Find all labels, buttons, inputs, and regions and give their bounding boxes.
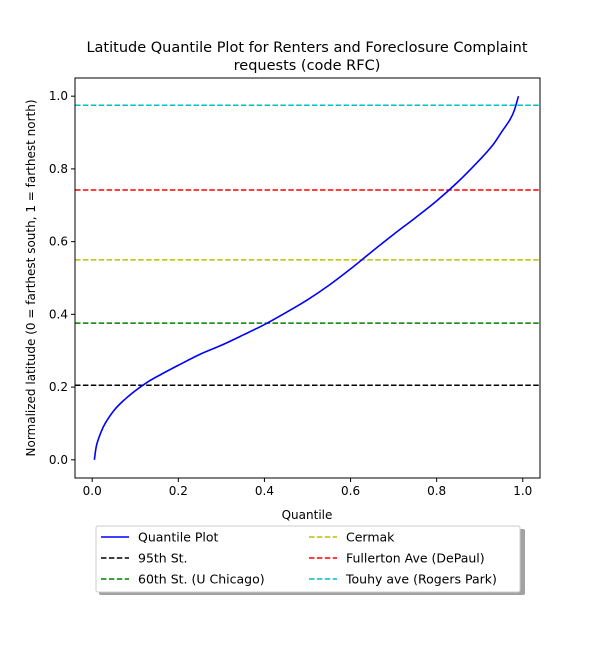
legend: Quantile Plot 95th St. 60th St. (U Chicago…: [95, 525, 525, 595]
legend-box: [95, 525, 521, 593]
x-tick-label: 0.2: [169, 484, 188, 498]
y-tick-label: 0.4: [49, 307, 68, 321]
y-tick-label: 0.8: [49, 162, 68, 176]
legend-label-60th-st-u-chicago: 60th St. (U Chicago): [138, 572, 265, 587]
y-tick-label: 0.0: [49, 453, 68, 467]
legend-label-cermak: Cermak: [346, 530, 395, 545]
legend-label-95th-st: 95th St.: [138, 551, 188, 566]
y-axis-label: Normalized latitude (0 = farthest south,…: [24, 100, 38, 457]
chart-title-line-2: requests (code RFC): [234, 58, 381, 74]
x-tick-label: 1.0: [513, 484, 532, 498]
x-tick-label: 0.6: [341, 484, 360, 498]
y-tick-label: 1.0: [49, 89, 68, 103]
legend-label-quantile-plot: Quantile Plot: [138, 530, 219, 545]
y-axis: 0.0 0.2 0.4 0.6 0.8 1.0: [49, 89, 75, 467]
x-axis-label: Quantile: [282, 508, 333, 522]
legend-label-fullerton-ave-depaul: Fullerton Ave (DePaul): [346, 551, 485, 566]
series-layer: [93, 95, 520, 460]
x-tick-label: 0.0: [83, 484, 102, 498]
x-axis: 0.0 0.2 0.4 0.6 0.8 1.0: [83, 478, 532, 498]
x-tick-label: 0.8: [427, 484, 446, 498]
chart-title-line-1: Latitude Quantile Plot for Renters and F…: [86, 40, 527, 56]
x-tick-label: 0.4: [255, 484, 274, 498]
legend-label-touhy-ave-rogers-park: Touhy ave (Rogers Park): [345, 572, 497, 587]
series-line-quantile-plot: [93, 95, 520, 460]
y-tick-label: 0.2: [49, 380, 68, 394]
plot-frame: [74, 77, 541, 479]
reference-lines: [75, 104, 540, 387]
y-tick-label: 0.6: [49, 235, 68, 249]
